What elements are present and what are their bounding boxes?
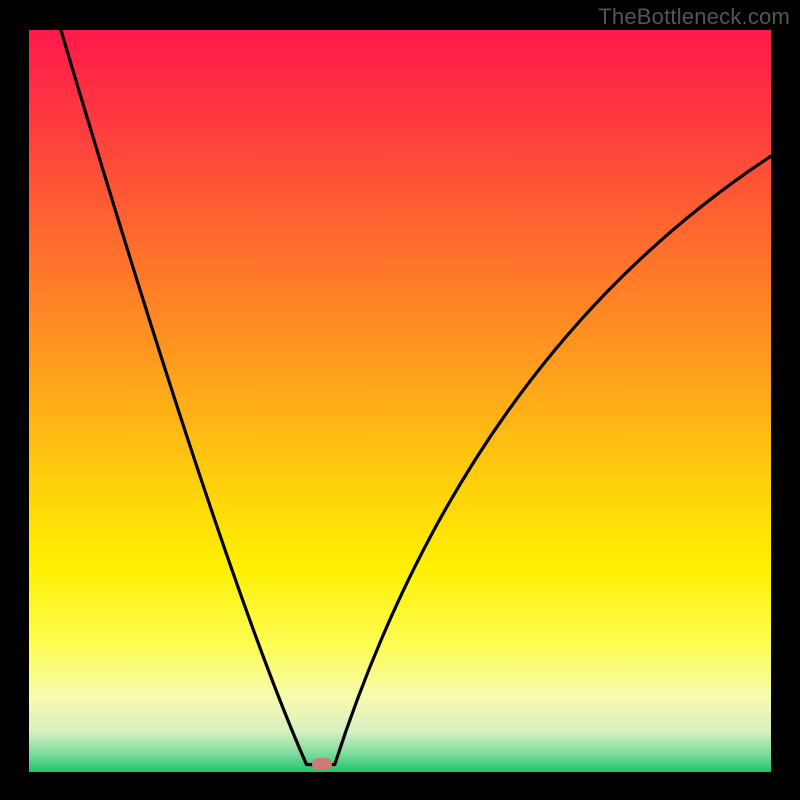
watermark-text: TheBottleneck.com bbox=[598, 4, 790, 30]
optimal-point-marker bbox=[312, 758, 332, 770]
bottleneck-curve bbox=[29, 30, 771, 772]
chart-frame: TheBottleneck.com bbox=[0, 0, 800, 800]
plot-area bbox=[29, 30, 771, 772]
